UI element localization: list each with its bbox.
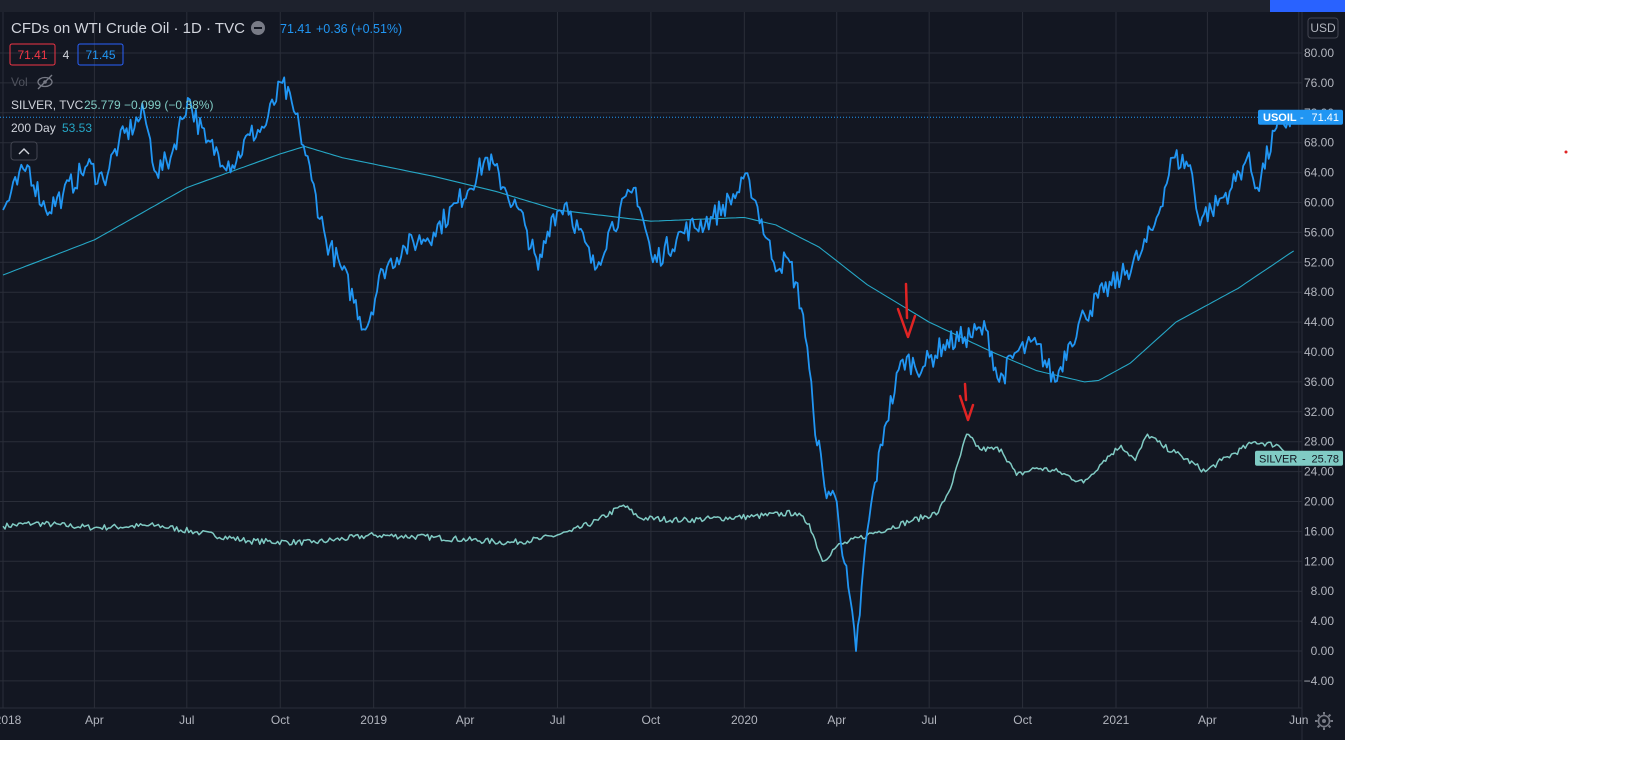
- y-tick-label: 16.00: [1304, 524, 1334, 538]
- sell-button[interactable]: [9, 43, 56, 66]
- spread-value: 4: [63, 48, 70, 62]
- chevron-up-icon: [18, 148, 30, 155]
- market-status-dash: [254, 27, 262, 29]
- x-tick-label: Apr: [456, 713, 475, 727]
- currency-label: USD: [1310, 21, 1336, 35]
- y-tick-label: 32.00: [1304, 405, 1334, 419]
- series-ma-line[interactable]: [2, 145, 1294, 383]
- annotation-arrows: [896, 282, 975, 422]
- y-tick-label: 56.00: [1304, 225, 1334, 239]
- usoil-badge-separator: -: [1300, 112, 1304, 124]
- price-change: +0.36 (+0.51%): [316, 22, 402, 36]
- x-tick-label: 2018: [0, 713, 22, 727]
- silver-badge-value: 25.78: [1311, 453, 1339, 465]
- compare-symbol-label[interactable]: SILVER, TVC: [11, 98, 84, 112]
- x-tick-label: 2021: [1103, 713, 1130, 727]
- ma-indicator-label[interactable]: 200 Day: [11, 121, 56, 135]
- y-tick-label: 76.00: [1304, 76, 1334, 90]
- hidden-eye-icon[interactable]: [37, 74, 53, 90]
- y-tick-label: 8.00: [1311, 584, 1335, 598]
- y-tick-label: 48.00: [1304, 285, 1334, 299]
- series-silver-line[interactable]: [2, 433, 1295, 563]
- buy-button[interactable]: [77, 43, 124, 66]
- volume-label: Vol: [11, 75, 28, 89]
- compare-symbol-values: 25.779 −0.099 (−0.38%): [84, 98, 213, 112]
- currency-box[interactable]: [1307, 17, 1339, 39]
- settings-gear-icon[interactable]: [1315, 712, 1333, 730]
- silver-badge-name: SILVER: [1259, 453, 1297, 465]
- x-tick-label: Oct: [271, 713, 290, 727]
- usoil-price-badge: USOIL - 71.41: [1258, 109, 1343, 125]
- price-axis[interactable]: 80.0076.0072.0068.0064.0060.0056.0052.00…: [1304, 46, 1335, 688]
- annotation-arrow-oil: [896, 282, 917, 339]
- x-tick-label: 2020: [731, 713, 758, 727]
- symbol-title[interactable]: CFDs on WTI Crude Oil · 1D · TVC: [11, 20, 245, 37]
- silver-badge-separator: -: [1302, 453, 1306, 465]
- y-tick-label: 64.00: [1304, 166, 1334, 180]
- x-tick-label: Apr: [1198, 713, 1217, 727]
- usoil-badge-value: 71.41: [1311, 112, 1339, 124]
- x-tick-label: Oct: [642, 713, 661, 727]
- collapse-legend-button[interactable]: [10, 141, 38, 161]
- legend: CFDs on WTI Crude Oil · 1D · TVC 71.41 +…: [9, 20, 402, 161]
- y-tick-label: 4.00: [1311, 614, 1335, 628]
- silver-price-badge: SILVER - 25.78: [1255, 450, 1343, 466]
- time-axis[interactable]: 2018 Apr Jul Oct 2019 Apr Jul Oct 2020 Apr Jul Oct 2…: [0, 713, 1308, 727]
- y-tick-label: 28.00: [1304, 435, 1334, 449]
- x-tick-label: Oct: [1013, 713, 1032, 727]
- y-tick-label: 60.00: [1304, 196, 1334, 210]
- grid: [0, 12, 1302, 708]
- buy-price: 71.45: [85, 48, 115, 62]
- x-tick-label: 2019: [360, 713, 387, 727]
- y-tick-label: 12.00: [1304, 554, 1334, 568]
- y-tick-label: 44.00: [1304, 315, 1334, 329]
- stray-marker-dot: [1564, 150, 1568, 154]
- y-tick-label: 40.00: [1304, 345, 1334, 359]
- top-toolbar-strip: [0, 0, 1345, 12]
- y-tick-label: 24.00: [1304, 465, 1334, 479]
- y-tick-label: 36.00: [1304, 375, 1334, 389]
- series-layer: [2, 76, 1295, 652]
- usoil-badge-name: USOIL: [1263, 112, 1297, 124]
- y-tick-label: 20.00: [1304, 495, 1334, 509]
- x-tick-label: Jul: [550, 713, 565, 727]
- last-price: 71.41: [280, 22, 311, 36]
- x-tick-label: Apr: [827, 713, 846, 727]
- y-tick-label: 52.00: [1304, 255, 1334, 269]
- series-usoil-line[interactable]: [2, 76, 1295, 652]
- x-tick-label: Jul: [921, 713, 936, 727]
- x-tick-label: Jun: [1289, 713, 1308, 727]
- y-tick-label: 80.00: [1304, 46, 1334, 60]
- toolbar-accent-button[interactable]: [1270, 0, 1345, 12]
- x-tick-label: Apr: [85, 713, 104, 727]
- ma-indicator-value: 53.53: [62, 121, 92, 135]
- y-tick-label: 68.00: [1304, 136, 1334, 150]
- sell-price: 71.41: [17, 48, 47, 62]
- y-tick-label: −4.00: [1304, 674, 1335, 688]
- y-tick-label: 0.00: [1311, 644, 1335, 658]
- chart-background: [0, 0, 1345, 740]
- annotation-arrow-silver: [958, 382, 975, 422]
- x-tick-label: Jul: [179, 713, 194, 727]
